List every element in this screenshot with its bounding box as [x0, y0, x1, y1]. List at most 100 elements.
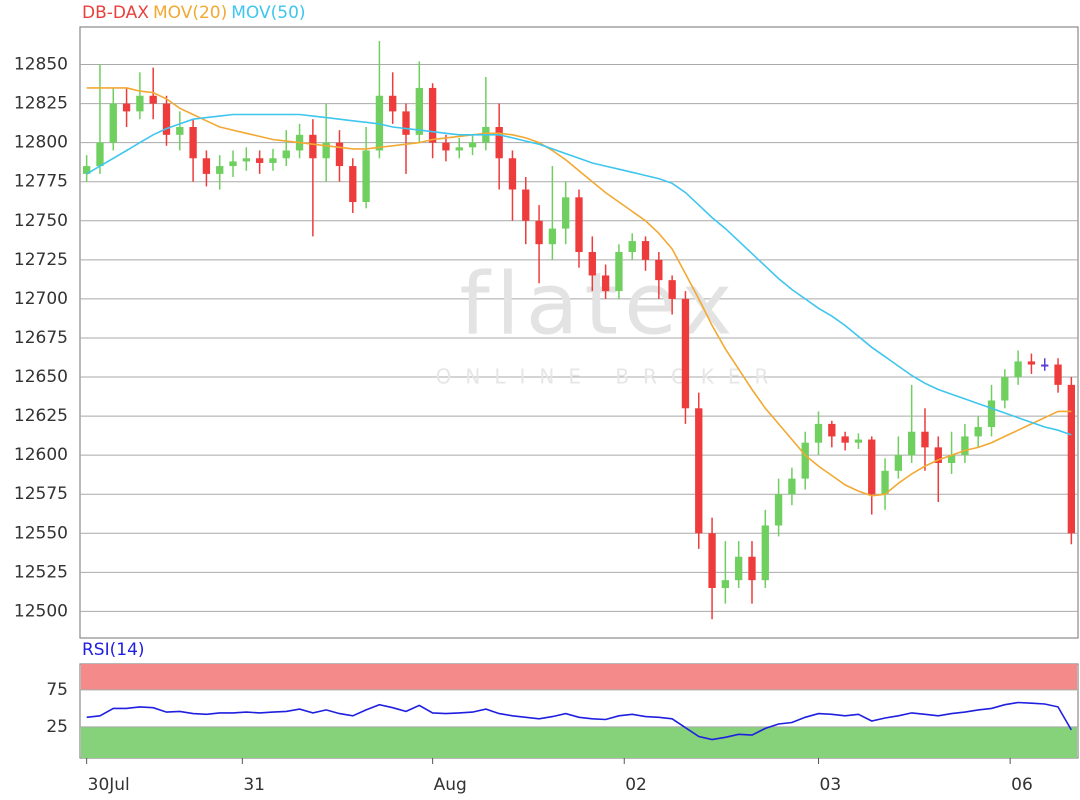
candle-body — [947, 455, 956, 463]
candle-body — [468, 142, 477, 148]
candle-body — [109, 103, 117, 143]
candle-body — [242, 158, 250, 162]
y-tick-label: 12525 — [14, 562, 68, 582]
y-tick-label: 12625 — [14, 406, 68, 426]
candle-body — [575, 197, 583, 253]
candle-body — [415, 87, 423, 135]
y-tick-label: 12600 — [14, 445, 68, 465]
candle-body — [176, 127, 184, 135]
candle-body — [162, 103, 171, 135]
candle-body — [428, 87, 437, 143]
candle-body — [748, 556, 756, 581]
y-tick-label: 12825 — [14, 94, 68, 114]
series-line — [86, 113, 1072, 436]
y-tick-label: 12575 — [14, 484, 68, 504]
candle-body — [402, 111, 410, 135]
candle-body — [881, 470, 889, 495]
y-tick-label: 12800 — [14, 133, 68, 153]
candle-body — [761, 525, 769, 581]
candle-body — [641, 241, 650, 260]
y-tick-label: 12700 — [14, 289, 68, 309]
candle-body — [495, 127, 503, 159]
candle-body — [255, 158, 264, 163]
candle-body — [508, 158, 517, 190]
watermark: flatex — [460, 254, 739, 354]
y-tick-label: 12775 — [14, 172, 68, 192]
candle-body — [309, 134, 317, 159]
candle-body — [908, 431, 916, 456]
candle-body — [335, 142, 344, 167]
candle-body — [562, 197, 570, 229]
candle-body — [442, 142, 450, 151]
y-tick-label: 75 — [46, 680, 68, 700]
candle-body — [801, 442, 809, 479]
plot-area — [79, 26, 1079, 639]
candle-body — [668, 280, 676, 299]
candle-body — [349, 166, 357, 203]
y-tick-label: 12675 — [14, 328, 68, 348]
candle-body — [362, 150, 370, 203]
candle-body — [721, 580, 730, 588]
candle-body — [282, 150, 290, 159]
legend-entry: MOV(50) — [231, 3, 305, 23]
candle-body — [1001, 377, 1009, 401]
y-tick-label: 12500 — [14, 601, 68, 621]
candle-body — [216, 166, 224, 174]
candle-body — [122, 103, 131, 112]
x-tick-label: 02 — [625, 775, 647, 795]
y-tick-label: 12750 — [14, 211, 68, 231]
candle-body — [389, 95, 397, 112]
candle-body — [1067, 384, 1076, 534]
candle-body — [854, 439, 863, 443]
candle-body — [788, 478, 796, 495]
x-tick-label: 03 — [820, 775, 842, 795]
candle-body — [535, 220, 543, 245]
candle-body — [136, 95, 144, 112]
legend-entry: DB-DAX — [82, 3, 149, 23]
candle-body — [894, 455, 903, 471]
candle-body — [82, 166, 91, 174]
legend-entry: MOV(20) — [153, 3, 227, 23]
candle-body — [868, 439, 876, 495]
candle-body — [695, 408, 703, 534]
candle-body — [774, 494, 783, 526]
candle-body — [588, 252, 596, 276]
candle-body — [1041, 364, 1049, 367]
series-line — [86, 87, 1072, 497]
candle-body — [735, 556, 743, 581]
legend-entry: RSI(14) — [82, 640, 145, 660]
candle-body — [548, 228, 557, 245]
x-tick-label: Aug — [434, 775, 467, 795]
candle-body — [202, 158, 211, 174]
x-tick-label: 06 — [1011, 775, 1033, 795]
candle-body — [814, 423, 823, 443]
y-tick-label: 12550 — [14, 523, 68, 543]
candle-body — [655, 259, 663, 281]
band — [81, 726, 1077, 758]
band — [81, 664, 1077, 690]
x-tick-label: 31 — [243, 775, 265, 795]
candle-body — [828, 423, 836, 437]
candle-body — [1054, 364, 1062, 385]
candle-body — [322, 142, 330, 159]
candle-body — [522, 189, 530, 221]
candle-body — [987, 400, 996, 428]
candle-body — [628, 241, 636, 253]
series-line — [86, 701, 1072, 741]
y-tick-label: 12650 — [14, 367, 68, 387]
candle-body — [615, 252, 623, 292]
candle-body — [974, 427, 982, 437]
candle-body — [149, 95, 157, 104]
x-tick-label: 30Jul — [88, 775, 130, 795]
y-tick-label: 12725 — [14, 250, 68, 270]
watermark-subtext: ONLINE BROKER — [436, 365, 783, 389]
candle-body — [1014, 361, 1022, 378]
candle-body — [921, 431, 929, 448]
candle-body — [455, 147, 463, 151]
candle-body — [601, 275, 610, 292]
candle-body — [961, 436, 969, 456]
y-tick-label: 25 — [46, 717, 68, 737]
candle-body — [708, 533, 716, 588]
